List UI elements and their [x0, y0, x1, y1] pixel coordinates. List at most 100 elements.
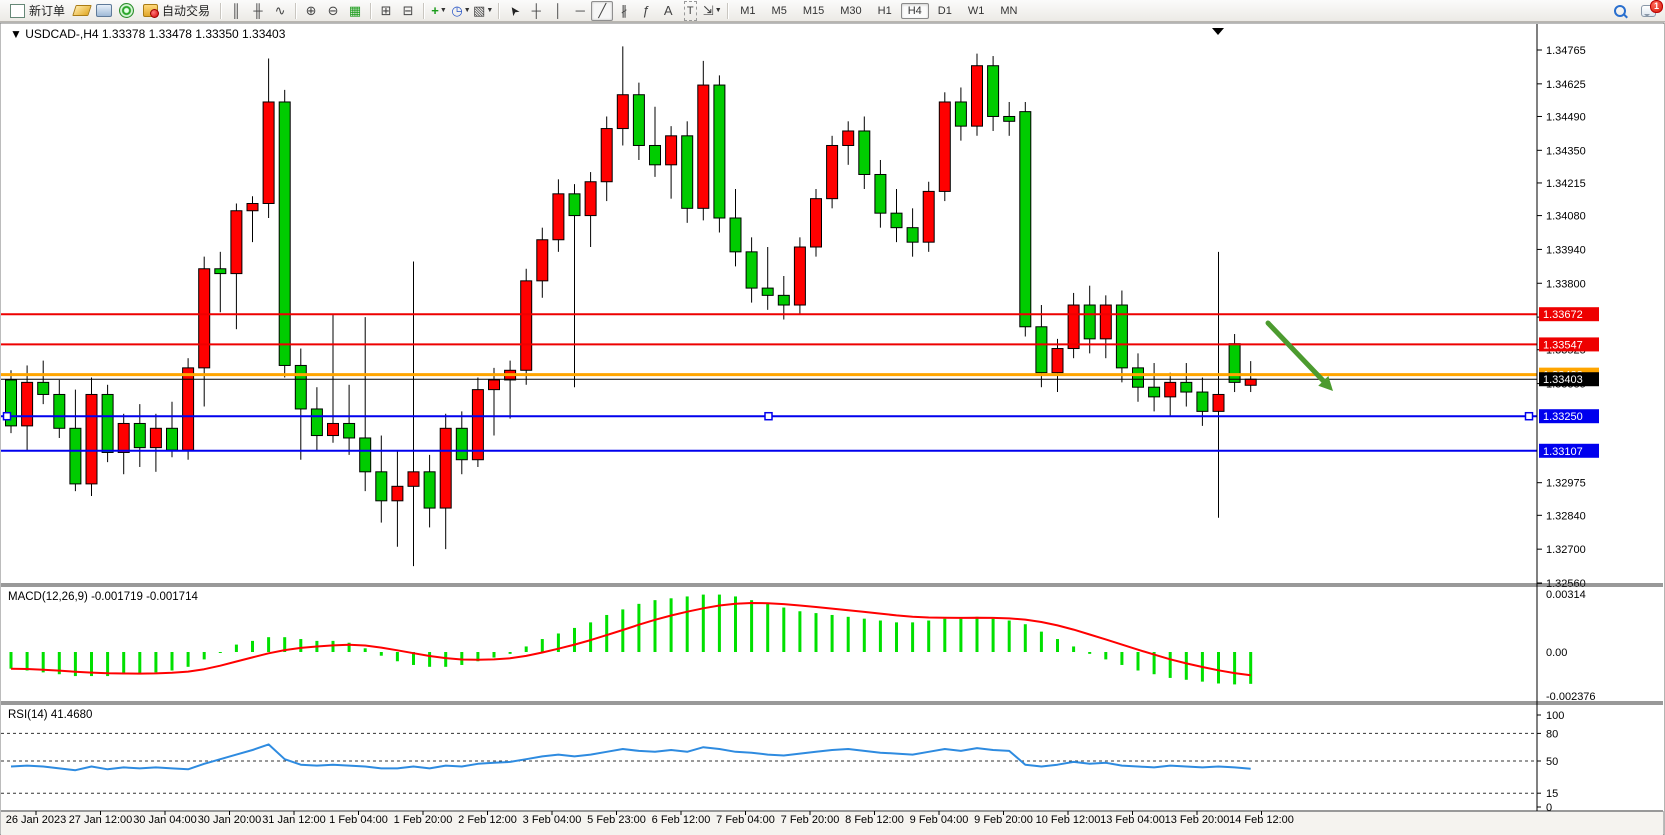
macd-bar: [556, 633, 560, 652]
timeframe-button-h4[interactable]: H4: [900, 2, 929, 19]
price-tag-label: 1.33672: [1543, 309, 1583, 321]
arrow-head: [1318, 376, 1333, 391]
auto-arrange-icon[interactable]: ⊞: [375, 1, 397, 21]
time-tick-label: 30 Jan 20:00: [198, 814, 262, 826]
chevron-down-icon[interactable]: ▼: [463, 6, 471, 14]
candle-down: [1003, 115, 1016, 122]
tile-windows-icon-glyph: ▦: [348, 2, 362, 18]
macd-axis-max: 0.00314: [1546, 589, 1586, 601]
labels: ▼ USDCAD-,H4 1.33378 1.33478 1.33350 1.3…: [8, 27, 286, 721]
notifications-icon[interactable]: 1: [1637, 0, 1663, 21]
timeframe-button-m1[interactable]: M1: [740, 4, 756, 17]
autotrading-button[interactable]: 自动交易: [137, 0, 216, 21]
equidistant-channel-icon[interactable]: ∦: [613, 1, 635, 21]
fibonacci-icon[interactable]: ƒ: [635, 1, 657, 21]
timeframe-button-h1[interactable]: H1: [877, 4, 892, 17]
arrows-icon-glyph: ⇲: [702, 2, 714, 18]
history-center-icon[interactable]: [71, 1, 93, 21]
indicators-icon-glyph: +: [431, 2, 439, 18]
candle-up: [1244, 378, 1257, 386]
chart-canvas[interactable]: 1.34765 1.34625 1.34490 1.34350 1.34215 1.340…: [0, 22, 1665, 835]
candle-down: [954, 101, 967, 127]
trendline-icon[interactable]: ╱: [591, 0, 614, 21]
macd-bar: [911, 622, 915, 652]
candle-up: [407, 471, 420, 487]
macd-bar: [170, 652, 174, 671]
macd-bar: [57, 652, 61, 675]
time-tick-label: 7 Feb 04:00: [716, 814, 775, 826]
candle-down: [101, 393, 114, 453]
macd-bar: [1233, 652, 1237, 685]
chevron-down-icon[interactable]: ▼: [439, 6, 447, 14]
templates-icon[interactable]: ▧ ▼: [472, 1, 494, 21]
rsi-panel[interactable]: [1, 705, 1537, 811]
timeframe-button-m15[interactable]: M15: [802, 4, 825, 17]
macd-bar: [540, 639, 544, 652]
macd-bar: [41, 652, 45, 673]
macd-bar: [862, 618, 866, 652]
line-selection-handle[interactable]: [1524, 411, 1534, 421]
bar-chart-icon[interactable]: ║: [225, 1, 247, 21]
vertical-line-icon[interactable]: │: [547, 1, 569, 21]
candle-down: [1019, 111, 1032, 328]
main-chart-panel[interactable]: [1, 24, 1537, 584]
timeframe-button-mn[interactable]: MN: [1000, 4, 1018, 17]
cursor-icon[interactable]: ➤: [503, 1, 525, 21]
periods-icon[interactable]: ◷ ▼: [450, 1, 472, 21]
metaeditor-icon[interactable]: [93, 1, 115, 21]
chart-title: ▼ USDCAD-,H4 1.33378 1.33478 1.33350 1.3…: [10, 27, 286, 41]
time-axis[interactable]: 26 Jan 2023 27 Jan 12:00 30 Jan 04:00 30 Ja…: [6, 811, 1294, 826]
time-tick-label: 1 Feb 04:00: [329, 814, 388, 826]
crosshair-icon[interactable]: ┼: [525, 1, 547, 21]
timeframe-button-m30[interactable]: M30: [840, 4, 862, 17]
line-selection-handle[interactable]: [2, 411, 12, 421]
line-selection-handle[interactable]: [764, 411, 773, 421]
time-tick-label: 6 Feb 12:00: [652, 814, 711, 826]
track-chart-icon[interactable]: ⊟: [397, 1, 419, 21]
tile-windows-icon[interactable]: ▦: [344, 1, 366, 21]
resistance-line-lower-tag: 1.33547: [1539, 337, 1599, 352]
arrow-object[interactable]: [1265, 320, 1333, 391]
macd-bar: [25, 652, 29, 671]
macd-bar: [1249, 652, 1253, 684]
candle-down: [890, 212, 903, 229]
chevron-down-icon[interactable]: ▼: [486, 6, 494, 14]
macd-bar: [782, 607, 786, 652]
line-objects: [1, 313, 1537, 452]
candle-down: [1115, 304, 1128, 369]
text-icon[interactable]: A: [657, 1, 679, 21]
search-icon[interactable]: [1609, 1, 1631, 21]
fibonacci-icon-glyph: ƒ: [642, 2, 650, 18]
macd-bar: [1120, 652, 1124, 665]
zoom-out-icon[interactable]: ⊖: [322, 1, 344, 21]
arrows-icon[interactable]: ⇲ ▼: [701, 1, 723, 21]
new-order-icon: [10, 3, 25, 18]
time-axis-strip[interactable]: [1, 812, 1663, 835]
candle-down: [294, 364, 307, 410]
signals-icon[interactable]: [115, 1, 137, 21]
zoom-in-icon[interactable]: ⊕: [300, 1, 322, 21]
macd-bar: [717, 594, 721, 652]
candle-up: [793, 246, 806, 306]
new-order-button[interactable]: 新订单: [4, 0, 71, 21]
zoom-in-icon-glyph: ⊕: [305, 2, 317, 18]
candle-down: [568, 193, 581, 217]
candlestick-chart-icon[interactable]: ╫: [247, 1, 269, 21]
timeframe-button-d1[interactable]: D1: [937, 4, 952, 17]
text-label-icon[interactable]: T: [679, 0, 701, 21]
time-tick-label: 1 Feb 20:00: [394, 814, 453, 826]
macd-bar: [331, 640, 335, 652]
macd-bar: [943, 618, 947, 652]
toolbar-right-group: 1: [1609, 0, 1663, 21]
candle-down: [133, 422, 146, 449]
macd-bar: [90, 652, 93, 677]
timeframe-button-w1[interactable]: W1: [967, 4, 985, 17]
timeframe-button-m5[interactable]: M5: [771, 4, 787, 17]
line-chart-icon[interactable]: ∿: [269, 1, 291, 21]
chart-shift-marker[interactable]: [1212, 28, 1224, 35]
indicators-icon[interactable]: + ▼: [428, 1, 450, 21]
chevron-down-icon[interactable]: ▼: [714, 6, 722, 14]
macd-bar: [1217, 652, 1220, 684]
horizontal-line-icon[interactable]: ─: [569, 1, 591, 21]
candle-down: [632, 94, 645, 146]
